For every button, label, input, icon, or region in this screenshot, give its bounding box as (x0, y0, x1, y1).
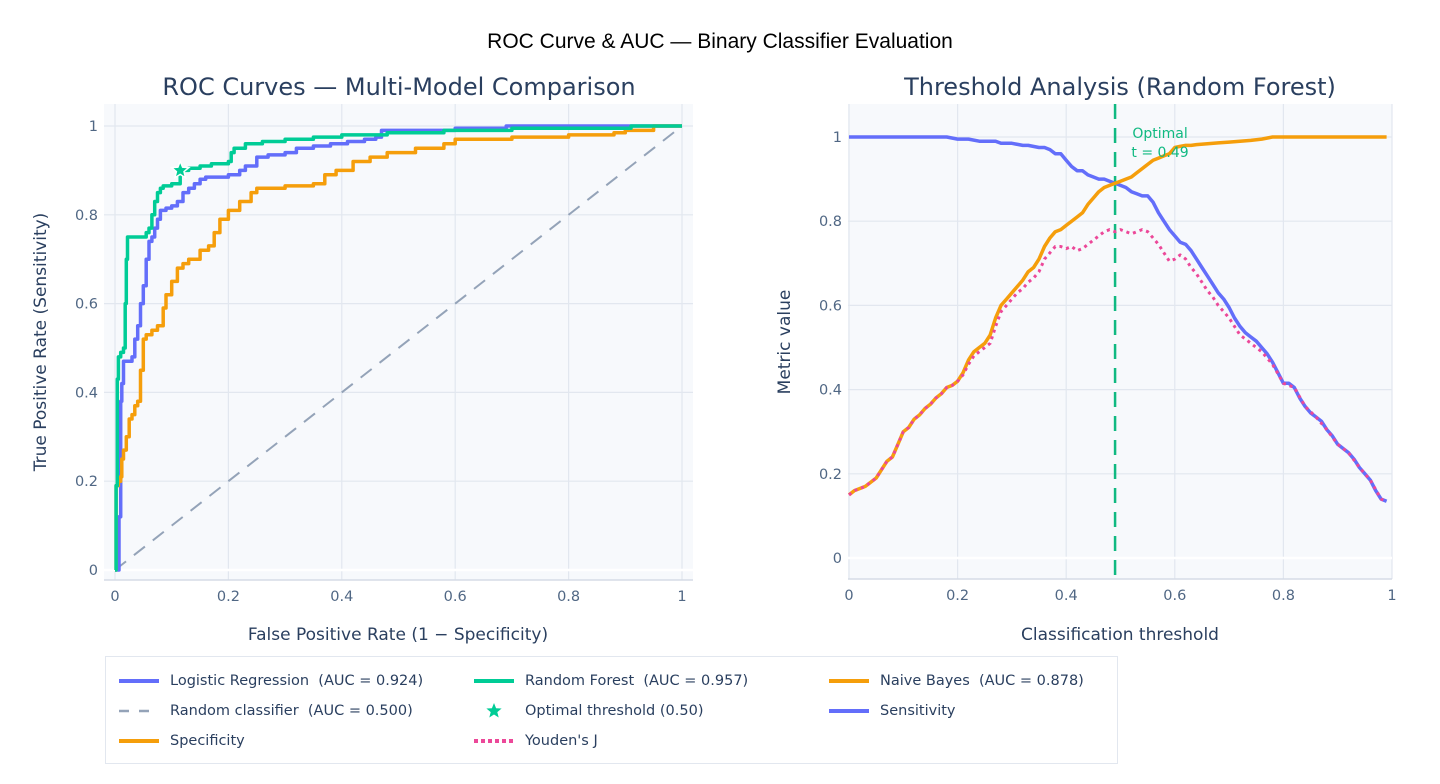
roc-series-random-forest (114, 124, 682, 572)
roc-series-random-classifier (114, 125, 683, 571)
x-tick-label: 0.6 (444, 589, 467, 605)
threshold-x-axis-label: Classification threshold (1021, 625, 1219, 645)
threshold-chart-title: Threshold Analysis (Random Forest) (903, 73, 1336, 101)
figure-title: ROC Curve & AUC — Binary Classifier Eval… (487, 30, 953, 53)
legend-item[interactable]: Optimal threshold (0.50) (471, 700, 703, 722)
legend-item[interactable]: Random classifier (AUC = 0.500) (116, 700, 413, 722)
y-tick-label: 0.2 (819, 467, 842, 483)
y-tick-label: 1 (833, 130, 842, 146)
threshold-series-group (847, 135, 1388, 503)
x-tick-label: 0.4 (1055, 588, 1078, 604)
legend-item-label: Sensitivity (880, 703, 956, 719)
y-tick-label: 0.6 (819, 298, 842, 314)
x-tick-label: 1 (1387, 588, 1396, 604)
legend-line-swatch-icon (829, 679, 869, 683)
optimal-threshold-star-marker (169, 159, 191, 180)
x-tick-label: 0 (110, 589, 119, 605)
roc-plot-area (104, 104, 693, 580)
legend-item-label: Random classifier (AUC = 0.500) (170, 703, 413, 719)
legend-line-swatch-icon (119, 739, 159, 743)
legend: Logistic Regression (AUC = 0.924) Random … (105, 656, 1118, 764)
roc-series-logistic-regression (115, 124, 682, 572)
star-icon (486, 703, 502, 718)
threshold-annotations-group: Optimal t = 0.49 (1131, 126, 1188, 161)
legend-item[interactable]: Sensitivity (826, 700, 956, 722)
y-tick-label: 0.6 (75, 297, 98, 313)
optimal-annotation-line1: Optimal (1132, 126, 1187, 142)
legend-item[interactable]: Random Forest (AUC = 0.957) (471, 670, 748, 692)
roc-tick-labels: 0 0.2 0.4 0.6 0.8 1 0 0.2 0.4 0.6 0.8 1 (75, 119, 687, 605)
optimal-annotation-line2: t = 0.49 (1131, 145, 1188, 161)
y-tick-label: 0 (89, 563, 98, 579)
threshold-y-axis-label: Metric value (775, 290, 795, 395)
legend-line-swatch-icon (829, 709, 869, 713)
legend-item[interactable]: Specificity (116, 730, 245, 752)
legend-line-swatch-icon (474, 739, 514, 743)
threshold-series-specificity (847, 135, 1387, 497)
y-tick-label: 0 (833, 551, 842, 567)
roc-markers-group (169, 159, 191, 180)
roc-chart-title: ROC Curves — Multi-Model Comparison (162, 73, 635, 101)
threshold-chart: Threshold Analysis (Random Forest) 0 0.2 0… (775, 73, 1397, 645)
roc-x-axis-label: False Positive Rate (1 − Specificity) (248, 625, 548, 645)
legend-item-label: Youden's J (525, 733, 598, 749)
threshold-tick-labels: 0 0.2 0.4 0.6 0.8 1 0 0.2 0.4 0.6 0.8 1 (819, 130, 1397, 604)
x-tick-label: 0.4 (330, 589, 353, 605)
legend-line-swatch-icon (474, 679, 514, 683)
roc-series-group (114, 124, 683, 572)
y-tick-label: 0.8 (819, 214, 842, 230)
legend-item-label: Logistic Regression (AUC = 0.924) (170, 673, 424, 689)
threshold-plot-area (848, 104, 1392, 579)
roc-y-axis-label: True Positive Rate (Sensitivity) (31, 213, 51, 473)
roc-chart: ROC Curves — Multi-Model Comparison 0 0.2… (31, 73, 693, 645)
roc-series-naive-bayes (114, 124, 682, 572)
x-tick-label: 0.6 (1163, 588, 1186, 604)
x-tick-label: 0.8 (1272, 588, 1295, 604)
legend-item-label: Random Forest (AUC = 0.957) (525, 673, 749, 689)
y-tick-label: 0.8 (75, 208, 98, 224)
legend-item[interactable]: Logistic Regression (AUC = 0.924) (116, 670, 423, 692)
legend-item-label: Optimal threshold (0.50) (525, 703, 704, 719)
x-tick-label: 0.2 (946, 588, 969, 604)
x-tick-label: 1 (677, 589, 686, 605)
threshold-series-youden-s-j (848, 228, 1388, 503)
legend-item-label: Naive Bayes (AUC = 0.878) (880, 673, 1084, 689)
legend-item-label: Specificity (170, 733, 245, 749)
legend-line-swatch-icon (119, 709, 159, 713)
x-tick-label: 0 (844, 588, 853, 604)
x-tick-label: 0.8 (557, 589, 580, 605)
y-tick-label: 0.4 (75, 385, 98, 401)
y-tick-label: 1 (89, 119, 98, 135)
legend-item[interactable]: Youden's J (471, 730, 598, 752)
y-tick-label: 0.4 (819, 383, 842, 399)
y-tick-label: 0.2 (75, 474, 98, 490)
legend-line-swatch-icon (119, 679, 159, 683)
x-tick-label: 0.2 (217, 589, 240, 605)
legend-item[interactable]: Naive Bayes (AUC = 0.878) (826, 670, 1084, 692)
